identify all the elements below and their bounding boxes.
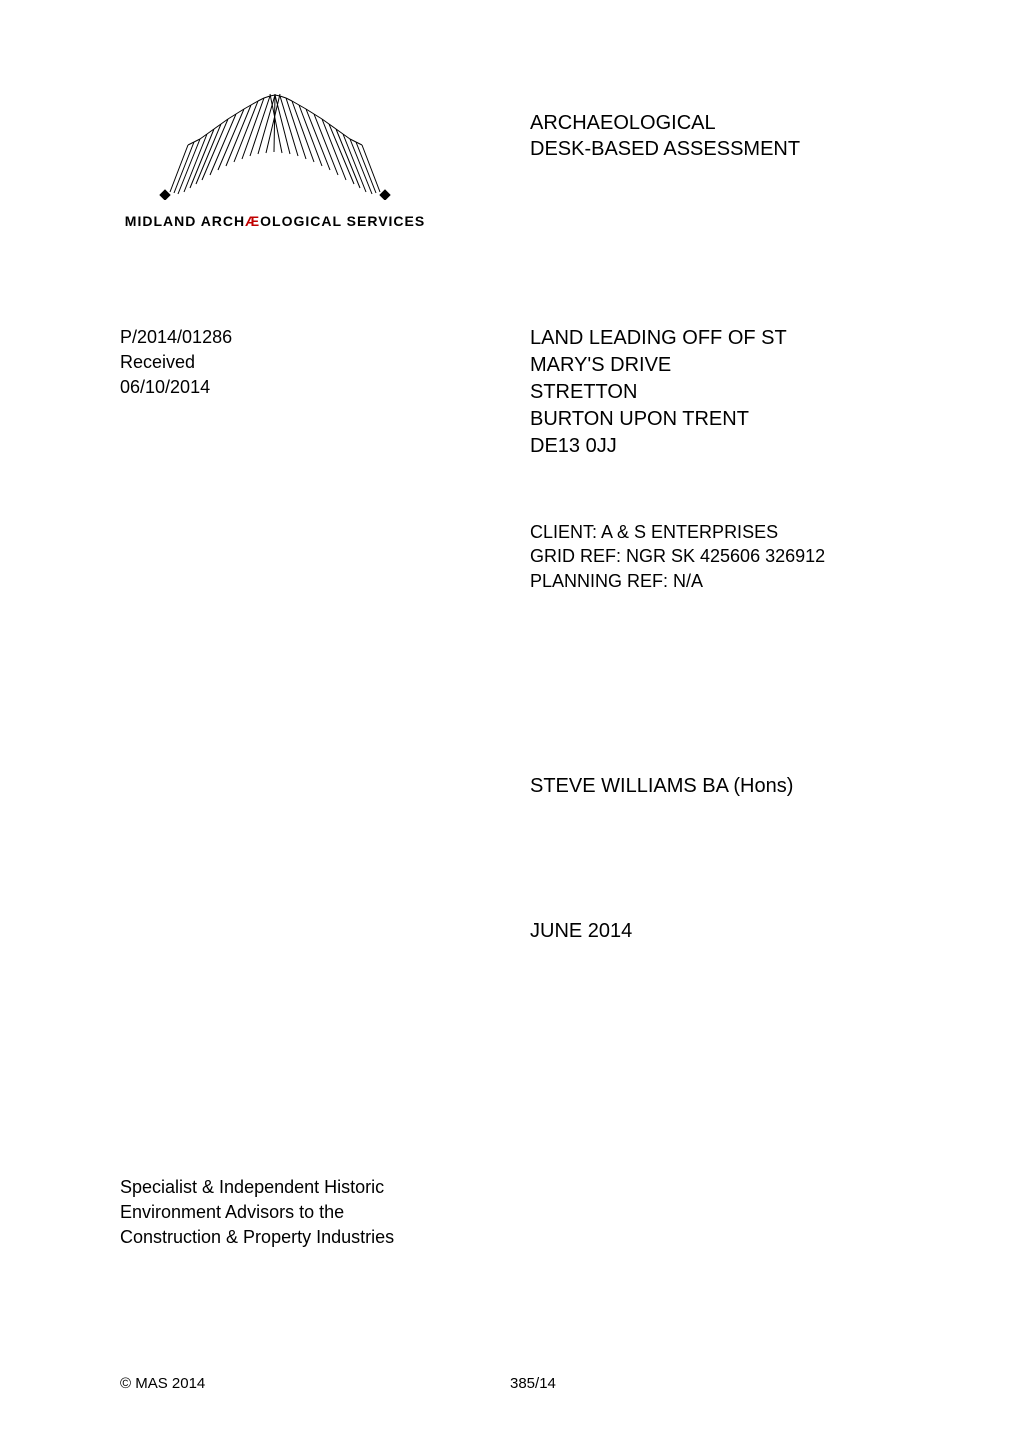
desc-line1: Specialist & Independent Historic bbox=[120, 1175, 394, 1200]
project-line1: LAND LEADING OFF OF ST bbox=[530, 325, 787, 352]
reference-date: 06/10/2014 bbox=[120, 375, 232, 400]
reference-number: P/2014/01286 bbox=[120, 325, 232, 350]
project-line4: BURTON UPON TRENT bbox=[530, 406, 787, 433]
doc-type-line2: DESK-BASED ASSESSMENT bbox=[530, 136, 800, 162]
footer-bar: © MAS 2014 385/14 bbox=[120, 1375, 900, 1392]
arch-logo-icon bbox=[140, 70, 410, 200]
footer-doc-number: 385/14 bbox=[510, 1375, 900, 1392]
page-container: MIDLAND ARCHÆOLOGICAL SERVICES ARCHAEOLO… bbox=[0, 0, 1020, 1442]
logo-org-name: MIDLAND ARCHÆOLOGICAL SERVICES bbox=[120, 213, 430, 229]
desc-line2: Environment Advisors to the bbox=[120, 1200, 394, 1225]
project-line3: STRETTON bbox=[530, 379, 787, 406]
company-description: Specialist & Independent Historic Enviro… bbox=[120, 1175, 394, 1251]
project-line2: MARY'S DRIVE bbox=[530, 352, 787, 379]
client-line: CLIENT: A & S ENTERPRISES bbox=[530, 520, 825, 544]
logo-suffix: OLOGICAL SERVICES bbox=[260, 213, 425, 229]
planningref-line: PLANNING REF: N/A bbox=[530, 569, 825, 593]
document-type-heading: ARCHAEOLOGICAL DESK-BASED ASSESSMENT bbox=[530, 110, 800, 162]
footer-copyright: © MAS 2014 bbox=[120, 1375, 510, 1392]
desc-line3: Construction & Property Industries bbox=[120, 1225, 394, 1250]
logo-prefix: MIDLAND ARCH bbox=[125, 213, 245, 229]
author-name: STEVE WILLIAMS BA (Hons) bbox=[530, 775, 793, 798]
project-line5: DE13 0JJ bbox=[530, 433, 787, 460]
reference-block: P/2014/01286 Received 06/10/2014 bbox=[120, 325, 232, 401]
reference-status: Received bbox=[120, 350, 232, 375]
logo-container: MIDLAND ARCHÆOLOGICAL SERVICES bbox=[120, 70, 430, 229]
doc-type-line1: ARCHAEOLOGICAL bbox=[530, 110, 800, 136]
project-title-block: LAND LEADING OFF OF ST MARY'S DRIVE STRE… bbox=[530, 325, 787, 460]
document-date: JUNE 2014 bbox=[530, 920, 632, 943]
logo-accent: Æ bbox=[245, 213, 260, 229]
gridref-line: GRID REF: NGR SK 425606 326912 bbox=[530, 544, 825, 568]
client-info-block: CLIENT: A & S ENTERPRISES GRID REF: NGR … bbox=[530, 520, 825, 593]
